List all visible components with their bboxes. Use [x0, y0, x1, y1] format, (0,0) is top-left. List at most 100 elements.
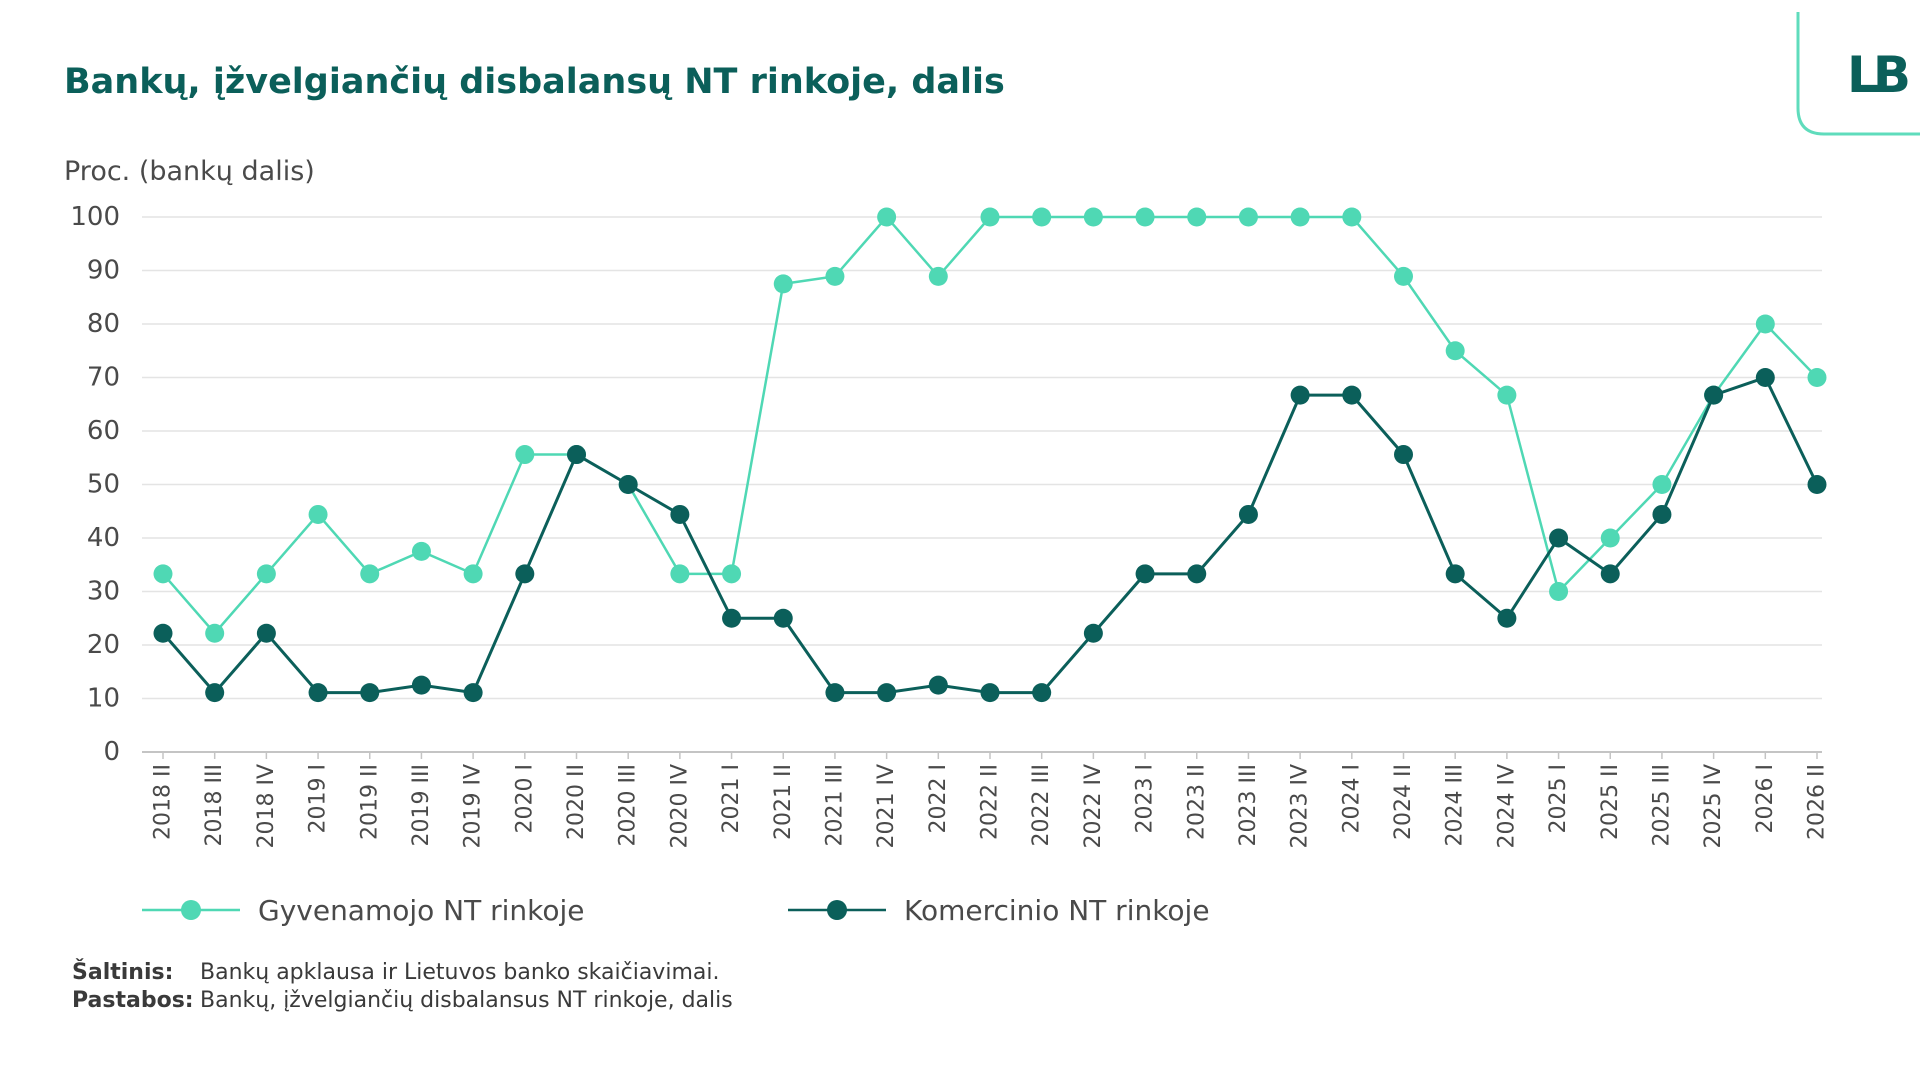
x-tick-label: 2019 III: [409, 764, 434, 846]
data-point-gyvenamojo: [1083, 207, 1103, 227]
x-tick-label: 2021 I: [719, 764, 744, 833]
x-tick-label: 2022 II: [978, 764, 1003, 840]
y-tick-label: 90: [87, 256, 120, 286]
notes-text: Bankų, įžvelgiančių disbalansus NT rinko…: [200, 988, 733, 1013]
x-tick-label: 2022 IV: [1081, 764, 1106, 849]
x-tick-label: 2020 I: [512, 764, 537, 833]
x-tick-label: 2021 IV: [874, 764, 899, 849]
x-tick-label: 2025 I: [1546, 764, 1571, 833]
y-tick-label: 10: [87, 684, 120, 714]
data-point-gyvenamojo: [670, 564, 690, 584]
data-point-komercinio: [567, 445, 586, 465]
data-point-komercinio: [1290, 385, 1310, 405]
x-tick-label: 2025 II: [1598, 764, 1623, 840]
y-axis-label: Proc. (bankų dalis): [64, 156, 315, 187]
data-point-komercinio: [515, 564, 535, 584]
y-tick-label: 70: [87, 363, 120, 393]
data-point-gyvenamojo: [1238, 207, 1258, 227]
data-point-komercinio: [1497, 608, 1517, 628]
x-tick-label: 2018 III: [202, 764, 227, 846]
data-point-komercinio: [1600, 564, 1620, 584]
line-chart: 0 10 20 30 40 50 60 70 80 90 100 2018 II 2018 III 201…: [70, 202, 1829, 849]
x-tick-label: 2026 I: [1753, 764, 1778, 833]
y-tick-label: 80: [87, 309, 120, 339]
data-point-gyvenamojo: [980, 207, 1000, 227]
data-point-komercinio: [1755, 368, 1775, 387]
notes-label: Pastabos:: [72, 988, 194, 1013]
x-tick-label: 2018 II: [151, 764, 176, 840]
data-point-komercinio: [1652, 504, 1672, 524]
legend-item-komercinio: Komercinio NT rinkoje: [788, 890, 1210, 930]
y-tick-label: 100: [70, 202, 120, 232]
data-point-gyvenamojo: [1342, 207, 1362, 227]
data-point-komercinio: [1807, 475, 1827, 494]
data-point-gyvenamojo: [1600, 528, 1620, 548]
data-point-komercinio: [308, 683, 328, 703]
axes: 0 10 20 30 40 50 60 70 80 90 100 2018 II 2018 III 201…: [70, 202, 1829, 849]
x-tick-label: 2019 I: [306, 764, 331, 833]
x-tick-label: 2022 I: [926, 764, 951, 833]
x-tick-label: 2022 III: [1029, 764, 1054, 846]
x-tick-label: 2024 II: [1391, 764, 1416, 840]
x-tick-label: 2023 III: [1236, 764, 1261, 846]
data-point-gyvenamojo: [825, 266, 845, 286]
x-tick-label: 2018 IV: [254, 764, 279, 849]
data-point-komercinio: [722, 608, 742, 628]
data-point-komercinio: [153, 623, 173, 643]
data-point-gyvenamojo: [1394, 266, 1413, 286]
data-point-gyvenamojo: [773, 274, 793, 294]
chart-title: Bankų, įžvelgiančių disbalansų NT rinkoj…: [64, 62, 1005, 102]
data-point-gyvenamojo: [308, 504, 328, 524]
x-tick-label: 2023 IV: [1288, 764, 1313, 849]
data-point-komercinio: [1342, 385, 1362, 405]
data-point-gyvenamojo: [1755, 314, 1775, 334]
y-tick-label: 0: [103, 737, 120, 767]
data-point-gyvenamojo: [1187, 207, 1207, 227]
x-tick-label: 2020 III: [616, 764, 641, 846]
x-tick-label: 2023 I: [1133, 764, 1158, 833]
data-point-komercinio: [1135, 564, 1155, 584]
data-point-komercinio: [1704, 385, 1724, 405]
data-point-komercinio: [928, 675, 948, 695]
legend-label-komercinio: Komercinio NT rinkoje: [904, 893, 1210, 927]
series-line-gyvenamojo: [162, 215, 1818, 636]
series: [153, 207, 1827, 703]
source-text: Bankų apklausa ir Lietuvos banko skaičia…: [200, 960, 720, 985]
lb-logo: LB: [1796, 12, 1920, 136]
data-point-gyvenamojo: [1549, 582, 1569, 601]
x-tick-label: 2021 II: [771, 764, 796, 840]
data-point-komercinio: [825, 683, 845, 703]
data-point-komercinio: [205, 683, 225, 703]
data-point-gyvenamojo: [1032, 207, 1052, 227]
y-tick-label: 50: [87, 470, 120, 500]
y-tick-label: 30: [87, 577, 120, 607]
legend-marker-gyvenamojo: [142, 900, 240, 920]
x-tick-label: 2026 II: [1805, 764, 1830, 840]
data-point-gyvenamojo: [153, 564, 173, 584]
data-point-gyvenamojo: [1807, 368, 1827, 387]
data-point-gyvenamojo: [1445, 341, 1465, 361]
data-point-komercinio: [1187, 564, 1207, 584]
data-point-gyvenamojo: [877, 207, 897, 227]
logo-frame: [1796, 12, 1920, 136]
data-point-komercinio: [463, 683, 483, 703]
data-point-komercinio: [1238, 504, 1258, 524]
data-point-komercinio: [980, 683, 1000, 703]
data-point-komercinio: [670, 504, 690, 524]
footer-source: Šaltinis: Bankų apklausa ir Lietuvos bank…: [72, 960, 719, 985]
y-tick-label: 40: [87, 523, 120, 553]
data-point-gyvenamojo: [722, 564, 742, 584]
data-point-gyvenamojo: [411, 541, 431, 561]
data-point-gyvenamojo: [1290, 207, 1310, 227]
x-tick-label: 2024 IV: [1494, 764, 1519, 849]
x-tick-label: 2025 III: [1649, 764, 1674, 846]
data-point-komercinio: [1394, 445, 1413, 465]
legend-label-gyvenamojo: Gyvenamojo NT rinkoje: [258, 893, 585, 927]
data-point-komercinio: [618, 475, 638, 494]
data-point-komercinio: [1032, 683, 1052, 703]
data-point-gyvenamojo: [515, 445, 535, 465]
data-point-gyvenamojo: [1652, 475, 1672, 494]
data-point-gyvenamojo: [928, 266, 948, 286]
data-point-komercinio: [773, 608, 793, 628]
data-point-komercinio: [256, 623, 276, 643]
